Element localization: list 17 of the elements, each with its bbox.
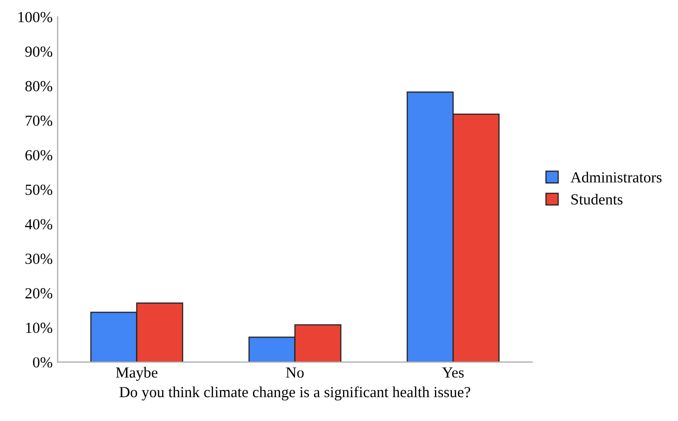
y-tick-label: 0%	[32, 357, 52, 368]
y-tick-label: 30%	[25, 254, 52, 264]
legend-label: Administrators	[570, 172, 662, 183]
y-tick-label: 60%	[25, 150, 52, 160]
y-tick-label: 50%	[26, 184, 52, 195]
y-tick-label: 80%	[25, 81, 52, 92]
y-tick-label: 10%	[26, 322, 52, 334]
y-tick-label: 40%	[25, 219, 52, 230]
y-tick-label: 90%	[25, 46, 52, 57]
y-tick-label: 100%	[18, 12, 52, 22]
x-tick-label: No	[286, 368, 304, 378]
x-tick-label: Maybe	[116, 366, 158, 381]
x-axis-title: Do you think climate change is a significant health issue?	[120, 386, 470, 400]
y-tick-label: 20%	[25, 288, 52, 299]
x-tick-label: Yes	[442, 368, 464, 378]
legend-label: Students	[571, 194, 622, 205]
y-tick-label: 70%	[26, 116, 52, 126]
